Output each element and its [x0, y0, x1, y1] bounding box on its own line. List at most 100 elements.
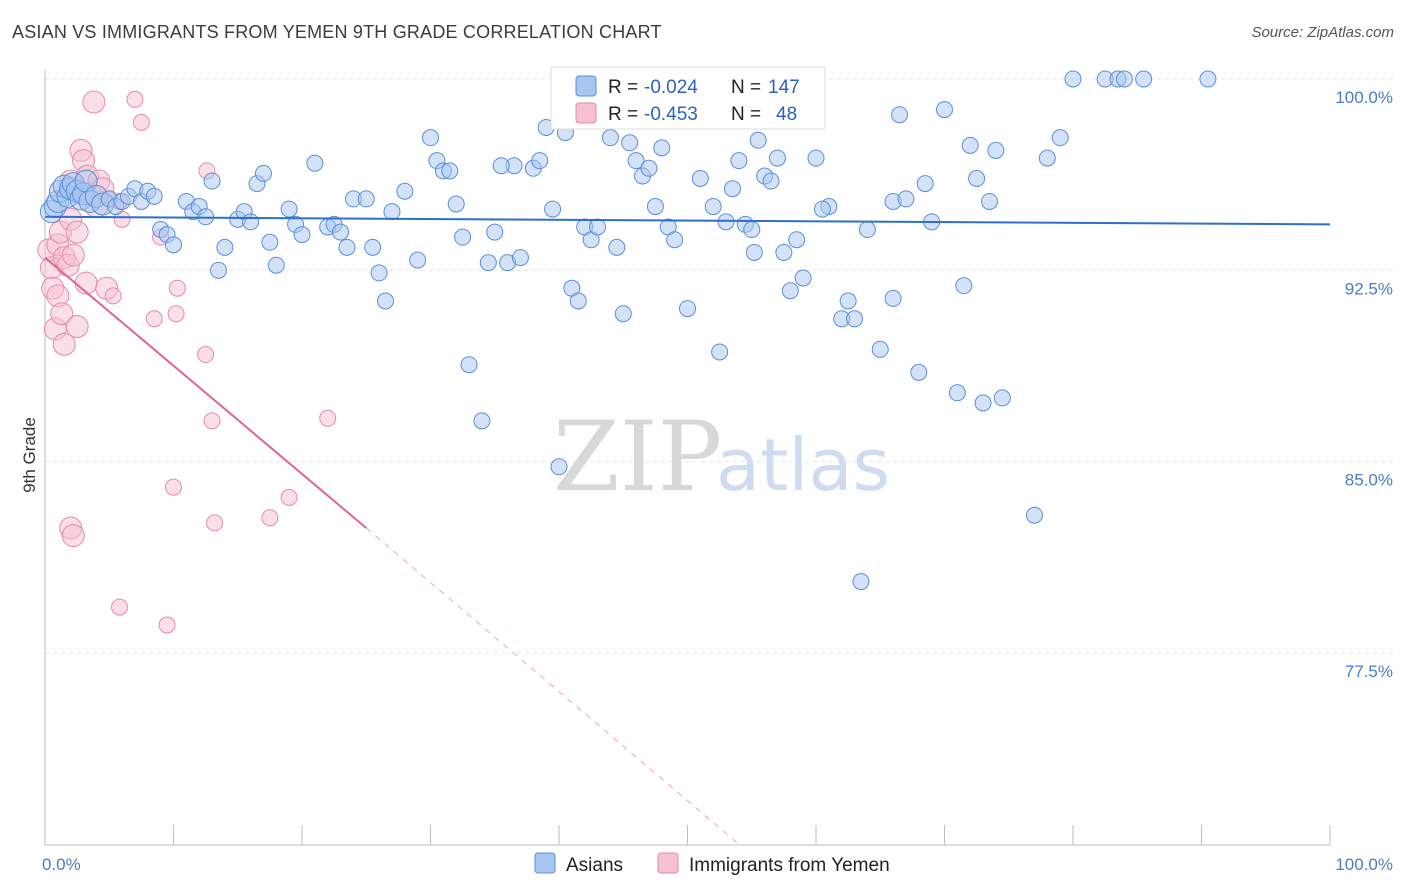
- asian-point: [209, 261, 227, 279]
- asian-point: [511, 249, 529, 267]
- asian-point: [646, 198, 664, 216]
- asian-point: [730, 152, 748, 170]
- yemen-point: [261, 509, 279, 527]
- asian-point: [871, 340, 889, 358]
- asian-point: [1038, 149, 1056, 167]
- legend-swatch-asian: [575, 75, 597, 97]
- legend-n-label-asian: N =: [731, 77, 761, 98]
- legend-n-label-yemen: N =: [731, 104, 761, 125]
- asian-point: [216, 238, 234, 256]
- asian-point: [691, 169, 709, 187]
- asian-point: [242, 213, 260, 231]
- asian-point: [589, 218, 607, 236]
- asian-point: [479, 254, 497, 272]
- asian-point: [852, 573, 870, 591]
- asian-point: [357, 190, 375, 208]
- asian-point: [711, 343, 729, 361]
- asian-point: [293, 226, 311, 244]
- asian-point: [916, 175, 934, 193]
- asian-point: [781, 282, 799, 300]
- asian-point: [145, 187, 163, 205]
- asian-point: [441, 162, 459, 180]
- watermark-atlas: atlas: [716, 423, 890, 507]
- yemen-point: [280, 488, 298, 506]
- grid-lines: [45, 78, 1395, 654]
- asian-point: [254, 164, 272, 182]
- asian-point: [492, 157, 510, 175]
- asian-point: [306, 154, 324, 172]
- yemen-point: [319, 409, 337, 427]
- asian-point: [813, 200, 831, 218]
- asian-point: [858, 221, 876, 239]
- asian-point: [447, 195, 465, 213]
- y-axis-label: 9th Grade: [20, 417, 39, 493]
- yemen-point: [168, 279, 186, 297]
- asian-point: [1051, 129, 1069, 147]
- asian-point: [704, 198, 722, 216]
- x-tick-labels: 0.0% 100.0%: [42, 855, 1393, 874]
- legend-r-value-yemen: -0.453: [644, 104, 698, 125]
- asian-point: [203, 172, 221, 190]
- yemen-point: [203, 412, 221, 430]
- asian-point: [745, 243, 763, 261]
- watermark: ZIP atlas: [553, 401, 890, 513]
- asian-point: [891, 106, 909, 124]
- asian-point: [968, 169, 986, 187]
- asian-point: [794, 269, 812, 287]
- yemen-point: [50, 302, 74, 326]
- y-tick-label: 85.0%: [1345, 471, 1393, 490]
- asian-point: [666, 231, 684, 249]
- legend-r-label-yemen: R =: [608, 104, 638, 125]
- asian-point: [621, 134, 639, 152]
- asian-point: [383, 203, 401, 221]
- yemen-point: [158, 616, 176, 634]
- asian-point: [955, 277, 973, 295]
- asian-point: [717, 213, 735, 231]
- asian-point: [749, 131, 767, 149]
- y-tick-label: 92.5%: [1345, 279, 1393, 298]
- asian-point: [884, 289, 902, 307]
- asian-point: [897, 190, 915, 208]
- asian-point: [1199, 70, 1217, 88]
- legend-r-label-asian: R =: [608, 77, 638, 98]
- asian-point: [936, 101, 953, 119]
- asian-point: [723, 180, 741, 198]
- asian-point: [839, 292, 857, 310]
- x-tick-label-min: 0.0%: [42, 855, 81, 874]
- stats-legend: R = -0.024 N = 147 R = -0.453 N = 48: [550, 66, 826, 130]
- yemen-point: [104, 287, 122, 305]
- yemen-point: [126, 90, 144, 108]
- yemen-point: [65, 314, 89, 338]
- legend-swatch-yemen: [575, 102, 597, 124]
- legend-r-value-asian: -0.024: [644, 77, 698, 98]
- asian-point: [948, 384, 966, 402]
- y-tick-label: 100.0%: [1335, 88, 1393, 107]
- watermark-zip: ZIP: [553, 401, 722, 513]
- legend-n-value-yemen: 48: [776, 104, 797, 125]
- asian-point: [377, 292, 395, 310]
- trend-line-yemen: [44, 256, 367, 529]
- chart-title: ASIAN VS IMMIGRANTS FROM YEMEN 9TH GRADE…: [12, 22, 662, 42]
- asian-point: [974, 394, 992, 412]
- bottom-legend-label-asians: Asians: [566, 855, 623, 876]
- asian-point: [460, 356, 478, 374]
- x-tick-label-max: 100.0%: [1335, 855, 1393, 874]
- trend-line-asian: [44, 215, 1331, 226]
- yemen-point: [167, 305, 185, 323]
- y-tick-label: 77.5%: [1345, 662, 1393, 681]
- trend-line-yemen-extension: [365, 527, 740, 845]
- asian-point: [473, 412, 491, 430]
- asian-point: [364, 238, 382, 256]
- asian-point: [768, 149, 786, 167]
- bottom-legend-swatch-asians: [534, 852, 556, 874]
- asian-point: [454, 228, 472, 246]
- asian-point: [409, 251, 427, 269]
- yemen-point: [61, 243, 85, 267]
- asian-point: [640, 159, 658, 177]
- asian-point: [775, 243, 793, 261]
- asian-point: [653, 139, 671, 157]
- asian-point: [980, 192, 998, 210]
- source-credit: Source: ZipAtlas.com: [1251, 24, 1394, 41]
- yemen-point: [111, 598, 129, 616]
